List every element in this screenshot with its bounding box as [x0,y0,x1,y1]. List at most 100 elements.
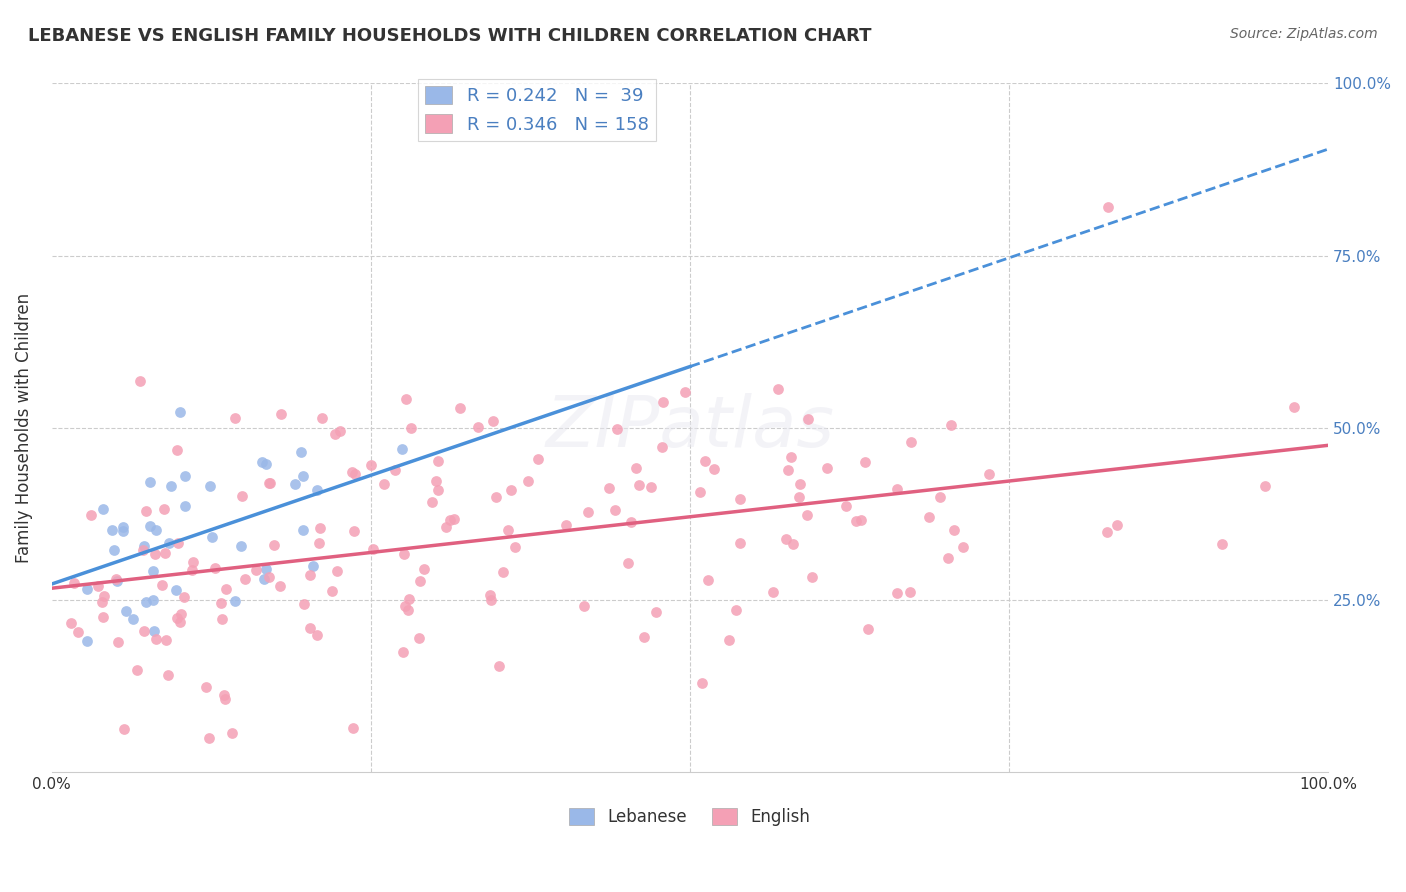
Point [626,461,648,475]
Point [766,382,789,396]
Point [170,607,193,621]
Point [815,461,838,475]
Point [449,401,471,415]
Point [396,603,419,617]
Point [292,523,315,537]
Point [125,664,148,678]
Point [145,632,167,646]
Point [132,540,155,554]
Point [633,631,655,645]
Point [488,659,510,673]
Point [1105,518,1128,533]
Point [408,631,430,645]
Point [555,517,578,532]
Point [1211,536,1233,550]
Point [259,475,281,490]
Point [115,604,138,618]
Point [142,624,165,638]
Point [257,570,280,584]
Point [152,502,174,516]
Point [142,564,165,578]
Point [180,563,202,577]
Point [395,392,418,406]
Point [692,675,714,690]
Point [703,462,725,476]
Point [91,595,114,609]
Point [198,479,221,493]
Point [939,418,962,433]
Point [651,394,673,409]
Point [605,503,627,517]
Point [63,576,86,591]
Point [775,533,797,547]
Point [194,681,217,695]
Point [616,556,638,570]
Point [224,594,246,608]
Point [391,442,413,457]
Point [135,504,157,518]
Point [360,458,382,473]
Point [290,445,312,459]
Point [576,504,599,518]
Point [651,440,673,454]
Point [253,572,276,586]
Point [112,524,135,538]
Point [979,467,1001,481]
Point [796,508,818,523]
Text: Source: ZipAtlas.com: Source: ZipAtlas.com [1230,27,1378,41]
Point [221,726,243,740]
Point [693,454,716,468]
Point [104,572,127,586]
Point [918,510,941,524]
Point [673,385,696,400]
Point [263,538,285,552]
Point [143,547,166,561]
Point [139,475,162,489]
Point [169,405,191,419]
Point [503,540,526,554]
Point [645,605,668,619]
Point [420,494,443,508]
Point [929,490,952,504]
Point [789,476,811,491]
Point [697,574,720,588]
Point [181,555,204,569]
Point [198,731,221,745]
Point [467,420,489,434]
Point [394,547,416,561]
Point [392,645,415,659]
Point [527,451,550,466]
Legend: Lebanese, English: Lebanese, English [562,801,817,832]
Point [886,482,908,496]
Point [129,374,152,388]
Point [858,623,880,637]
Point [112,722,135,736]
Point [780,450,803,464]
Text: LEBANESE VS ENGLISH FAMILY HOUSEHOLDS WITH CHILDREN CORRELATION CHART: LEBANESE VS ENGLISH FAMILY HOUSEHOLDS WI… [28,27,872,45]
Point [1282,401,1305,415]
Point [492,565,515,579]
Point [259,476,281,491]
Point [160,479,183,493]
Point [845,514,868,528]
Point [142,593,165,607]
Point [201,530,224,544]
Point [134,624,156,638]
Point [325,564,347,578]
Point [718,632,741,647]
Point [605,422,627,436]
Point [373,477,395,491]
Point [426,483,449,497]
Point [166,536,188,550]
Point [298,622,321,636]
Point [103,543,125,558]
Point [132,543,155,558]
Point [787,491,810,505]
Point [401,421,423,435]
Point [212,688,235,702]
Point [93,589,115,603]
Point [231,489,253,503]
Y-axis label: Family Households with Children: Family Households with Children [15,293,32,563]
Point [311,410,333,425]
Point [900,435,922,450]
